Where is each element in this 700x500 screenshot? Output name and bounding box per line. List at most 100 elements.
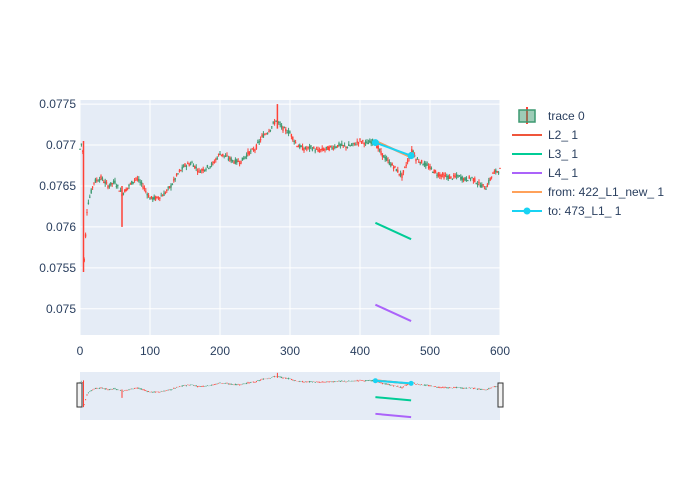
candle-body bbox=[318, 150, 321, 152]
candle-body bbox=[117, 185, 119, 187]
candle-body bbox=[142, 186, 144, 188]
candle-body bbox=[381, 153, 384, 157]
candle-body bbox=[471, 177, 473, 179]
candle-body bbox=[107, 185, 109, 189]
candle-body bbox=[441, 173, 444, 176]
candle-body bbox=[418, 161, 420, 163]
legend-item[interactable]: from: 422_L1_new_ 1 bbox=[512, 185, 664, 199]
candle-body bbox=[307, 146, 309, 148]
x-tick-label: 0 bbox=[77, 344, 84, 358]
candle-body bbox=[405, 164, 407, 166]
candle-body bbox=[149, 198, 151, 200]
candle-body bbox=[128, 184, 130, 187]
candle-body bbox=[156, 196, 158, 198]
candle-body bbox=[315, 148, 318, 150]
candle-body bbox=[132, 181, 134, 183]
candle-body bbox=[304, 146, 307, 150]
candle-body bbox=[145, 190, 147, 192]
candle-body bbox=[476, 184, 479, 186]
rangeslider-left-handle[interactable] bbox=[76, 382, 83, 408]
candle-body bbox=[164, 192, 167, 194]
legend-item[interactable]: L4_ 1 bbox=[512, 166, 578, 180]
candle-body bbox=[402, 170, 405, 173]
candle-body bbox=[87, 202, 90, 205]
candle-body bbox=[206, 165, 209, 168]
series-line bbox=[374, 303, 412, 322]
candle-body bbox=[454, 176, 456, 178]
candle-body bbox=[499, 167, 501, 169]
candle-body bbox=[440, 175, 442, 177]
legend-item[interactable]: L2_ 1 bbox=[512, 128, 578, 142]
legend[interactable]: trace 0 L2_ 1 L3_ 1 L4_ 1 from: 422_L1_new_ … bbox=[512, 107, 664, 218]
candle-body bbox=[205, 169, 207, 171]
candle-body bbox=[168, 186, 171, 189]
candle-body bbox=[150, 196, 153, 199]
candle-body bbox=[196, 171, 199, 173]
candle-body bbox=[279, 124, 281, 126]
candle-body bbox=[126, 187, 129, 189]
series-marker bbox=[407, 152, 415, 160]
candle-body bbox=[455, 174, 458, 177]
candle-body bbox=[479, 185, 482, 188]
candle-body bbox=[259, 139, 262, 141]
candle-body bbox=[436, 175, 438, 177]
candle-body bbox=[264, 134, 266, 136]
candle-body bbox=[367, 142, 370, 145]
candle-body bbox=[429, 165, 431, 169]
legend-item[interactable]: to: 473_L1_ 1 bbox=[512, 204, 622, 218]
candle-body bbox=[301, 146, 304, 151]
candle-body bbox=[310, 145, 312, 147]
candle-body bbox=[96, 179, 98, 181]
candle-body bbox=[216, 157, 218, 160]
candle-body bbox=[299, 144, 301, 148]
candle-body bbox=[427, 166, 430, 169]
candle-body bbox=[219, 153, 221, 156]
candle-body bbox=[203, 169, 206, 171]
candle-body bbox=[332, 147, 335, 150]
rangeslider-background[interactable] bbox=[80, 372, 500, 420]
candle-body bbox=[413, 155, 416, 157]
candle-body bbox=[124, 189, 126, 193]
candle-body bbox=[215, 159, 217, 161]
legend-item[interactable]: L3_ 1 bbox=[512, 147, 578, 161]
candle-body bbox=[306, 148, 308, 150]
candle-body bbox=[384, 156, 386, 160]
candle-body bbox=[252, 149, 255, 151]
candle-body bbox=[469, 178, 472, 180]
candle-body bbox=[146, 193, 148, 196]
candle-body bbox=[273, 121, 276, 125]
candle-body bbox=[437, 173, 440, 177]
candle-body bbox=[401, 174, 403, 178]
candle-body bbox=[89, 196, 91, 198]
candle-body bbox=[91, 186, 94, 188]
overlay-lines[interactable] bbox=[371, 139, 415, 322]
rangeslider-series-marker bbox=[372, 378, 378, 384]
candle-body bbox=[317, 149, 319, 151]
candle-body bbox=[269, 129, 272, 131]
candle-body bbox=[236, 159, 238, 163]
rangeslider-series-line bbox=[375, 379, 412, 385]
candle-body bbox=[240, 160, 242, 164]
candle-body bbox=[364, 141, 367, 144]
candle-body bbox=[233, 161, 235, 164]
legend-item[interactable]: trace 0 bbox=[518, 107, 585, 124]
x-tick-label: 300 bbox=[280, 344, 300, 358]
candle-body bbox=[313, 147, 315, 149]
candle-body bbox=[320, 149, 322, 151]
candle-body bbox=[171, 184, 174, 186]
candle-body bbox=[223, 155, 225, 157]
candlestick-series[interactable] bbox=[79, 104, 501, 272]
y-axis-tick-labels: 0.075 0.0755 0.076 0.0765 0.077 0.0775 bbox=[39, 97, 76, 316]
candle-body bbox=[217, 154, 220, 156]
candle-body bbox=[346, 147, 349, 149]
candle-body bbox=[174, 178, 176, 180]
candle-body bbox=[248, 151, 251, 155]
candle-body bbox=[497, 172, 500, 174]
rangeslider-right-handle[interactable] bbox=[497, 382, 504, 408]
candle-body bbox=[262, 134, 265, 138]
candle-body bbox=[173, 179, 175, 181]
candle-body bbox=[112, 181, 115, 183]
candle-body bbox=[453, 174, 455, 177]
candle-body bbox=[250, 150, 252, 152]
candle-body bbox=[474, 178, 476, 182]
